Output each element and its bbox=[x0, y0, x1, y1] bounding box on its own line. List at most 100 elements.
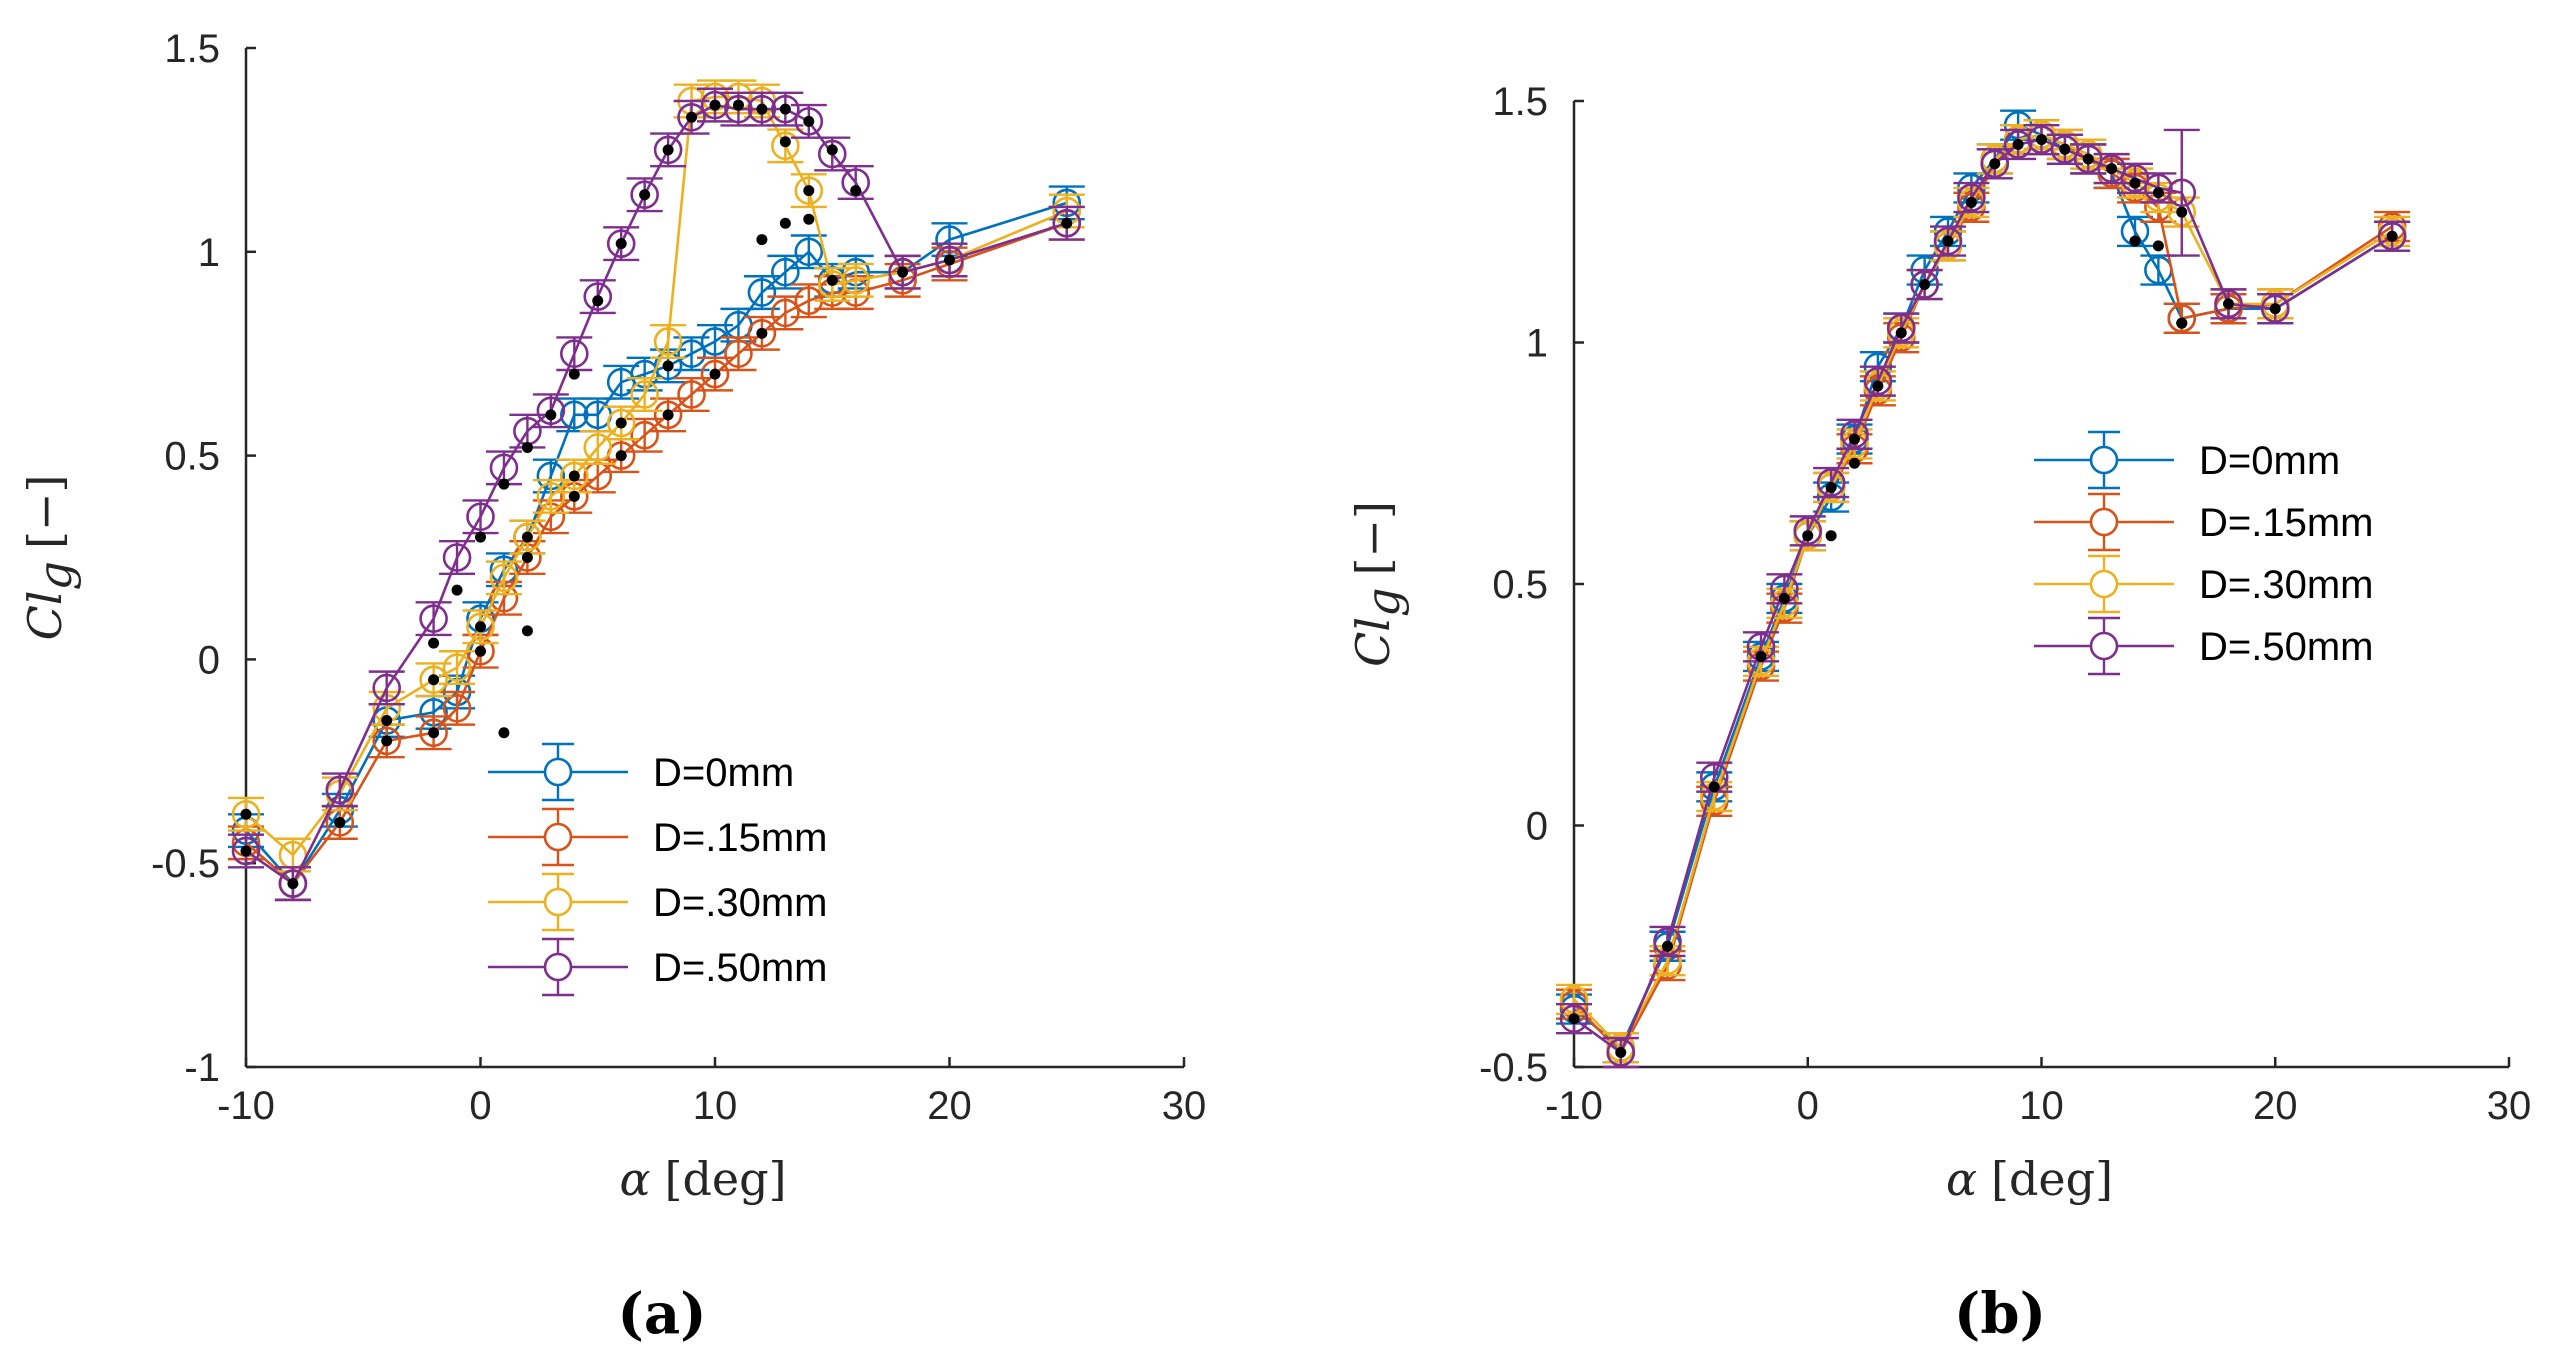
data-marker bbox=[466, 612, 495, 642]
data-marker bbox=[724, 94, 753, 124]
black-dot-marker bbox=[2223, 298, 2234, 310]
y-tick-label: 0.5 bbox=[164, 435, 220, 479]
legend-label: D=.15mm bbox=[2199, 501, 2374, 545]
data-marker bbox=[794, 176, 824, 205]
legend-label: D=0mm bbox=[653, 751, 794, 795]
series-line bbox=[1573, 138, 2393, 1055]
black-dot-marker bbox=[615, 417, 627, 429]
legend-label: D=0mm bbox=[2199, 439, 2340, 483]
legend-marker bbox=[543, 952, 573, 982]
data-marker bbox=[231, 799, 261, 829]
black-dot-marker bbox=[2012, 138, 2024, 150]
x-tick-label: -10 bbox=[1545, 1084, 1603, 1128]
black-dot-marker bbox=[545, 409, 557, 421]
legend-marker bbox=[2089, 569, 2119, 599]
data-marker bbox=[559, 339, 589, 369]
chart-panel-b: -10 0 10 20 30-0.500.511.5α [deg]Clg[−]D=0mmD… bbox=[1346, 80, 2531, 1347]
data-marker bbox=[1933, 226, 1963, 256]
legend: D=0mm D=.15mm D=.30mm D=.50mm bbox=[2034, 430, 2374, 676]
black-dot-marker bbox=[2176, 206, 2188, 218]
data-marker bbox=[231, 836, 261, 866]
black-dot-marker bbox=[1825, 530, 1837, 542]
x-axis-symbol: α bbox=[619, 1152, 650, 1206]
data-marker bbox=[794, 107, 824, 136]
black-dot-marker bbox=[1061, 217, 1073, 229]
black-dot-marker bbox=[2059, 143, 2071, 155]
black-dot-marker bbox=[240, 808, 252, 820]
y-axis-unit: [−] bbox=[18, 475, 72, 549]
black-dot-marker bbox=[803, 115, 815, 127]
data-marker bbox=[606, 408, 636, 438]
black-dot-marker bbox=[826, 144, 838, 156]
data-marker bbox=[2377, 221, 2407, 251]
data-marker bbox=[630, 420, 659, 450]
y-tick-label: 1 bbox=[1526, 322, 1548, 366]
black-dot-marker bbox=[451, 584, 463, 596]
panel-label: (a) bbox=[617, 1281, 706, 1347]
black-dot-marker bbox=[334, 816, 346, 828]
black-dot-marker bbox=[662, 360, 674, 372]
x-axis-label: α [deg] bbox=[1946, 1152, 2113, 1206]
y-axis-label: Clg [−] bbox=[1346, 501, 1410, 667]
black-dot-marker bbox=[803, 213, 815, 225]
black-dot-marker bbox=[1989, 158, 2001, 170]
y-tick-label: -0.5 bbox=[1479, 1046, 1548, 1090]
data-marker bbox=[935, 245, 964, 275]
data-marker bbox=[677, 339, 706, 369]
x-tick-label: 20 bbox=[927, 1084, 972, 1128]
x-tick-label: -10 bbox=[217, 1084, 275, 1128]
series-D=.50mm bbox=[1556, 123, 2411, 1069]
legend-marker bbox=[543, 887, 573, 917]
black-dot-marker bbox=[826, 274, 838, 286]
data-marker bbox=[536, 396, 566, 426]
black-dot-marker bbox=[240, 845, 252, 857]
data-marker bbox=[1816, 468, 1846, 497]
data-marker bbox=[724, 339, 753, 369]
data-marker bbox=[700, 359, 730, 389]
black-dot-marker bbox=[686, 111, 698, 123]
black-dot-marker bbox=[709, 99, 721, 111]
black-dot-marker bbox=[732, 99, 744, 111]
legend: D=0mm D=.15mm D=.30mm D=.50mm bbox=[488, 742, 828, 997]
black-dot-marker bbox=[2129, 235, 2141, 247]
x-axis-unit: [deg] bbox=[1991, 1152, 2113, 1206]
data-marker bbox=[559, 461, 589, 491]
y-axis-unit: [−] bbox=[1346, 501, 1400, 575]
black-dot-marker bbox=[475, 531, 486, 543]
series-D=.15mm bbox=[228, 205, 1085, 902]
black-dot-marker bbox=[639, 189, 651, 201]
y-tick-label: -1 bbox=[184, 1046, 220, 1090]
black-dot-marker bbox=[428, 727, 440, 739]
black-dot-marker bbox=[756, 234, 768, 246]
data-marker bbox=[278, 869, 308, 898]
x-axis-symbol: α bbox=[1946, 1152, 1977, 1206]
black-dot-marker bbox=[521, 531, 533, 543]
black-dot-marker bbox=[756, 327, 768, 339]
y-tick-label: 0 bbox=[1526, 805, 1548, 849]
data-marker bbox=[559, 400, 589, 430]
black-dot-marker bbox=[944, 254, 955, 266]
data-marker bbox=[1863, 366, 1893, 396]
data-marker bbox=[677, 102, 706, 132]
data-marker bbox=[325, 775, 355, 805]
series-line bbox=[245, 222, 1068, 886]
data-marker bbox=[1910, 270, 1939, 299]
data-marker bbox=[2214, 289, 2243, 319]
black-dot-marker bbox=[568, 470, 580, 482]
data-marker bbox=[606, 229, 636, 258]
data-marker bbox=[1653, 927, 1682, 956]
x-tick-label: 10 bbox=[693, 1084, 738, 1128]
legend-label: D=.30mm bbox=[653, 881, 828, 925]
black-dot-marker bbox=[1849, 457, 1860, 469]
x-tick-label: 30 bbox=[1162, 1084, 1207, 1128]
black-dot-marker bbox=[1778, 592, 1790, 604]
data-marker bbox=[771, 94, 800, 124]
y-axis-main: Cl bbox=[1346, 617, 1400, 667]
data-marker bbox=[888, 257, 917, 287]
data-marker bbox=[653, 400, 683, 430]
data-marker bbox=[1793, 516, 1823, 546]
legend-marker bbox=[2089, 507, 2119, 537]
black-dot-marker bbox=[1755, 650, 1767, 662]
black-dot-marker bbox=[2269, 303, 2281, 315]
data-marker bbox=[2167, 178, 2197, 208]
